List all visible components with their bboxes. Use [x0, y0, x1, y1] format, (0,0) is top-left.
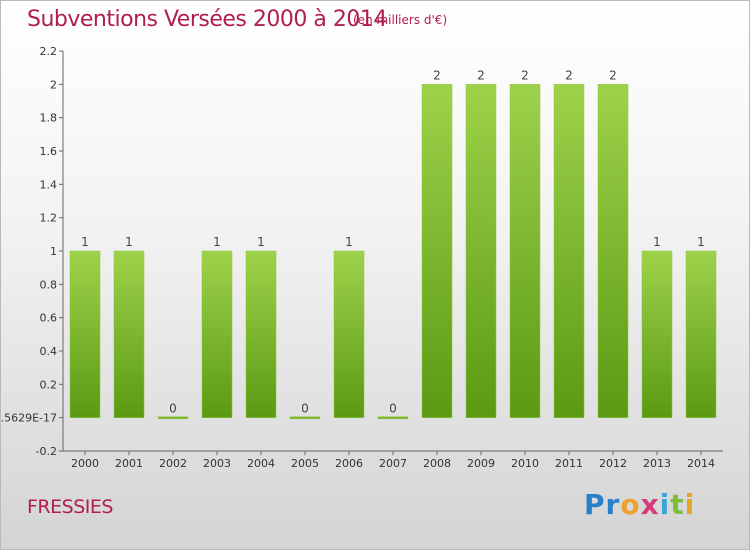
data-label: 1: [213, 235, 221, 249]
data-label: 1: [81, 235, 89, 249]
proxiti-logo: Proxiti: [584, 488, 695, 521]
data-label: 1: [125, 235, 133, 249]
y-tick-label: 1.2: [40, 212, 58, 225]
bar: [641, 250, 673, 418]
x-tick-label: 2000: [71, 457, 99, 470]
bar: [201, 250, 233, 418]
data-label: 2: [477, 68, 485, 82]
x-tick-label: 2007: [379, 457, 407, 470]
bar: [245, 250, 277, 418]
data-label: 1: [653, 235, 661, 249]
bar: [421, 84, 453, 418]
logo-letter: o: [620, 488, 641, 521]
y-tick-label: 0.2: [40, 378, 58, 391]
chart-title: Subventions Versées 2000 à 2014: [27, 7, 387, 32]
data-labels: 1 1 0 1 1 0 1 0 2 2 2 2 2 1 1: [81, 68, 705, 415]
logo-letter: P: [584, 488, 606, 521]
x-tick-label: 2008: [423, 457, 451, 470]
data-label: 1: [345, 235, 353, 249]
y-tick-label: 2.2: [40, 45, 58, 58]
x-tick-label: 2010: [511, 457, 539, 470]
x-tick-label: 2012: [599, 457, 627, 470]
y-tick-label: 0.4: [40, 345, 58, 358]
bar: [333, 250, 365, 418]
data-label: 2: [521, 68, 529, 82]
bar: [597, 84, 629, 418]
y-tick-label: 1.8: [40, 112, 58, 125]
data-label: 0: [389, 402, 397, 416]
bar: [465, 84, 497, 418]
bar: [157, 416, 189, 419]
data-label: 0: [301, 402, 309, 416]
bar: [553, 84, 585, 418]
bars: [69, 84, 717, 419]
data-label: 0: [169, 402, 177, 416]
y-tick-label: 2: [50, 78, 57, 91]
bar: [289, 416, 321, 419]
y-tick-label: 1.4: [40, 178, 58, 191]
x-tick-label: 2009: [467, 457, 495, 470]
y-tick-label: 1: [50, 245, 57, 258]
x-tick-label: 2013: [643, 457, 671, 470]
data-label: 1: [697, 235, 705, 249]
commune-name: FRESSIES: [27, 496, 113, 518]
data-label: 1: [257, 235, 265, 249]
bar: [113, 250, 145, 418]
x-tick-label: 2004: [247, 457, 275, 470]
bar: [685, 250, 717, 418]
logo-letter: x: [640, 488, 660, 521]
logo-letter: r: [605, 488, 621, 521]
x-tick-label: 2006: [335, 457, 363, 470]
y-tick-label: 0.8: [40, 278, 58, 291]
y-tick-label: -1.5629E-17: [1, 412, 57, 425]
data-label: 2: [609, 68, 617, 82]
x-tick-label: 2014: [687, 457, 715, 470]
x-tick-label: 2005: [291, 457, 319, 470]
logo-letter: i: [684, 488, 696, 521]
bar: [69, 250, 101, 418]
y-tick-label: 0.6: [40, 312, 58, 325]
data-label: 2: [565, 68, 573, 82]
bar: [377, 416, 409, 419]
y-tick-label: 1.6: [40, 145, 58, 158]
x-tick-label: 2003: [203, 457, 231, 470]
bar-chart: -0.2 -1.5629E-17 0.2 0.4 0.6 0.8 1 1.2 1.4 1.6 1.8…: [1, 45, 723, 470]
y-tick-label: -0.2: [36, 445, 57, 458]
logo-letter: t: [670, 488, 685, 521]
logo-letter: i: [659, 488, 671, 521]
data-label: 2: [433, 68, 441, 82]
unit-note: (en milliers d'€): [353, 13, 448, 27]
x-tick-label: 2002: [159, 457, 187, 470]
axes: -0.2 -1.5629E-17 0.2 0.4 0.6 0.8 1 1.2 1.4 1.6 1.8…: [1, 45, 723, 470]
x-tick-label: 2011: [555, 457, 583, 470]
bar: [509, 84, 541, 418]
x-tick-label: 2001: [115, 457, 143, 470]
